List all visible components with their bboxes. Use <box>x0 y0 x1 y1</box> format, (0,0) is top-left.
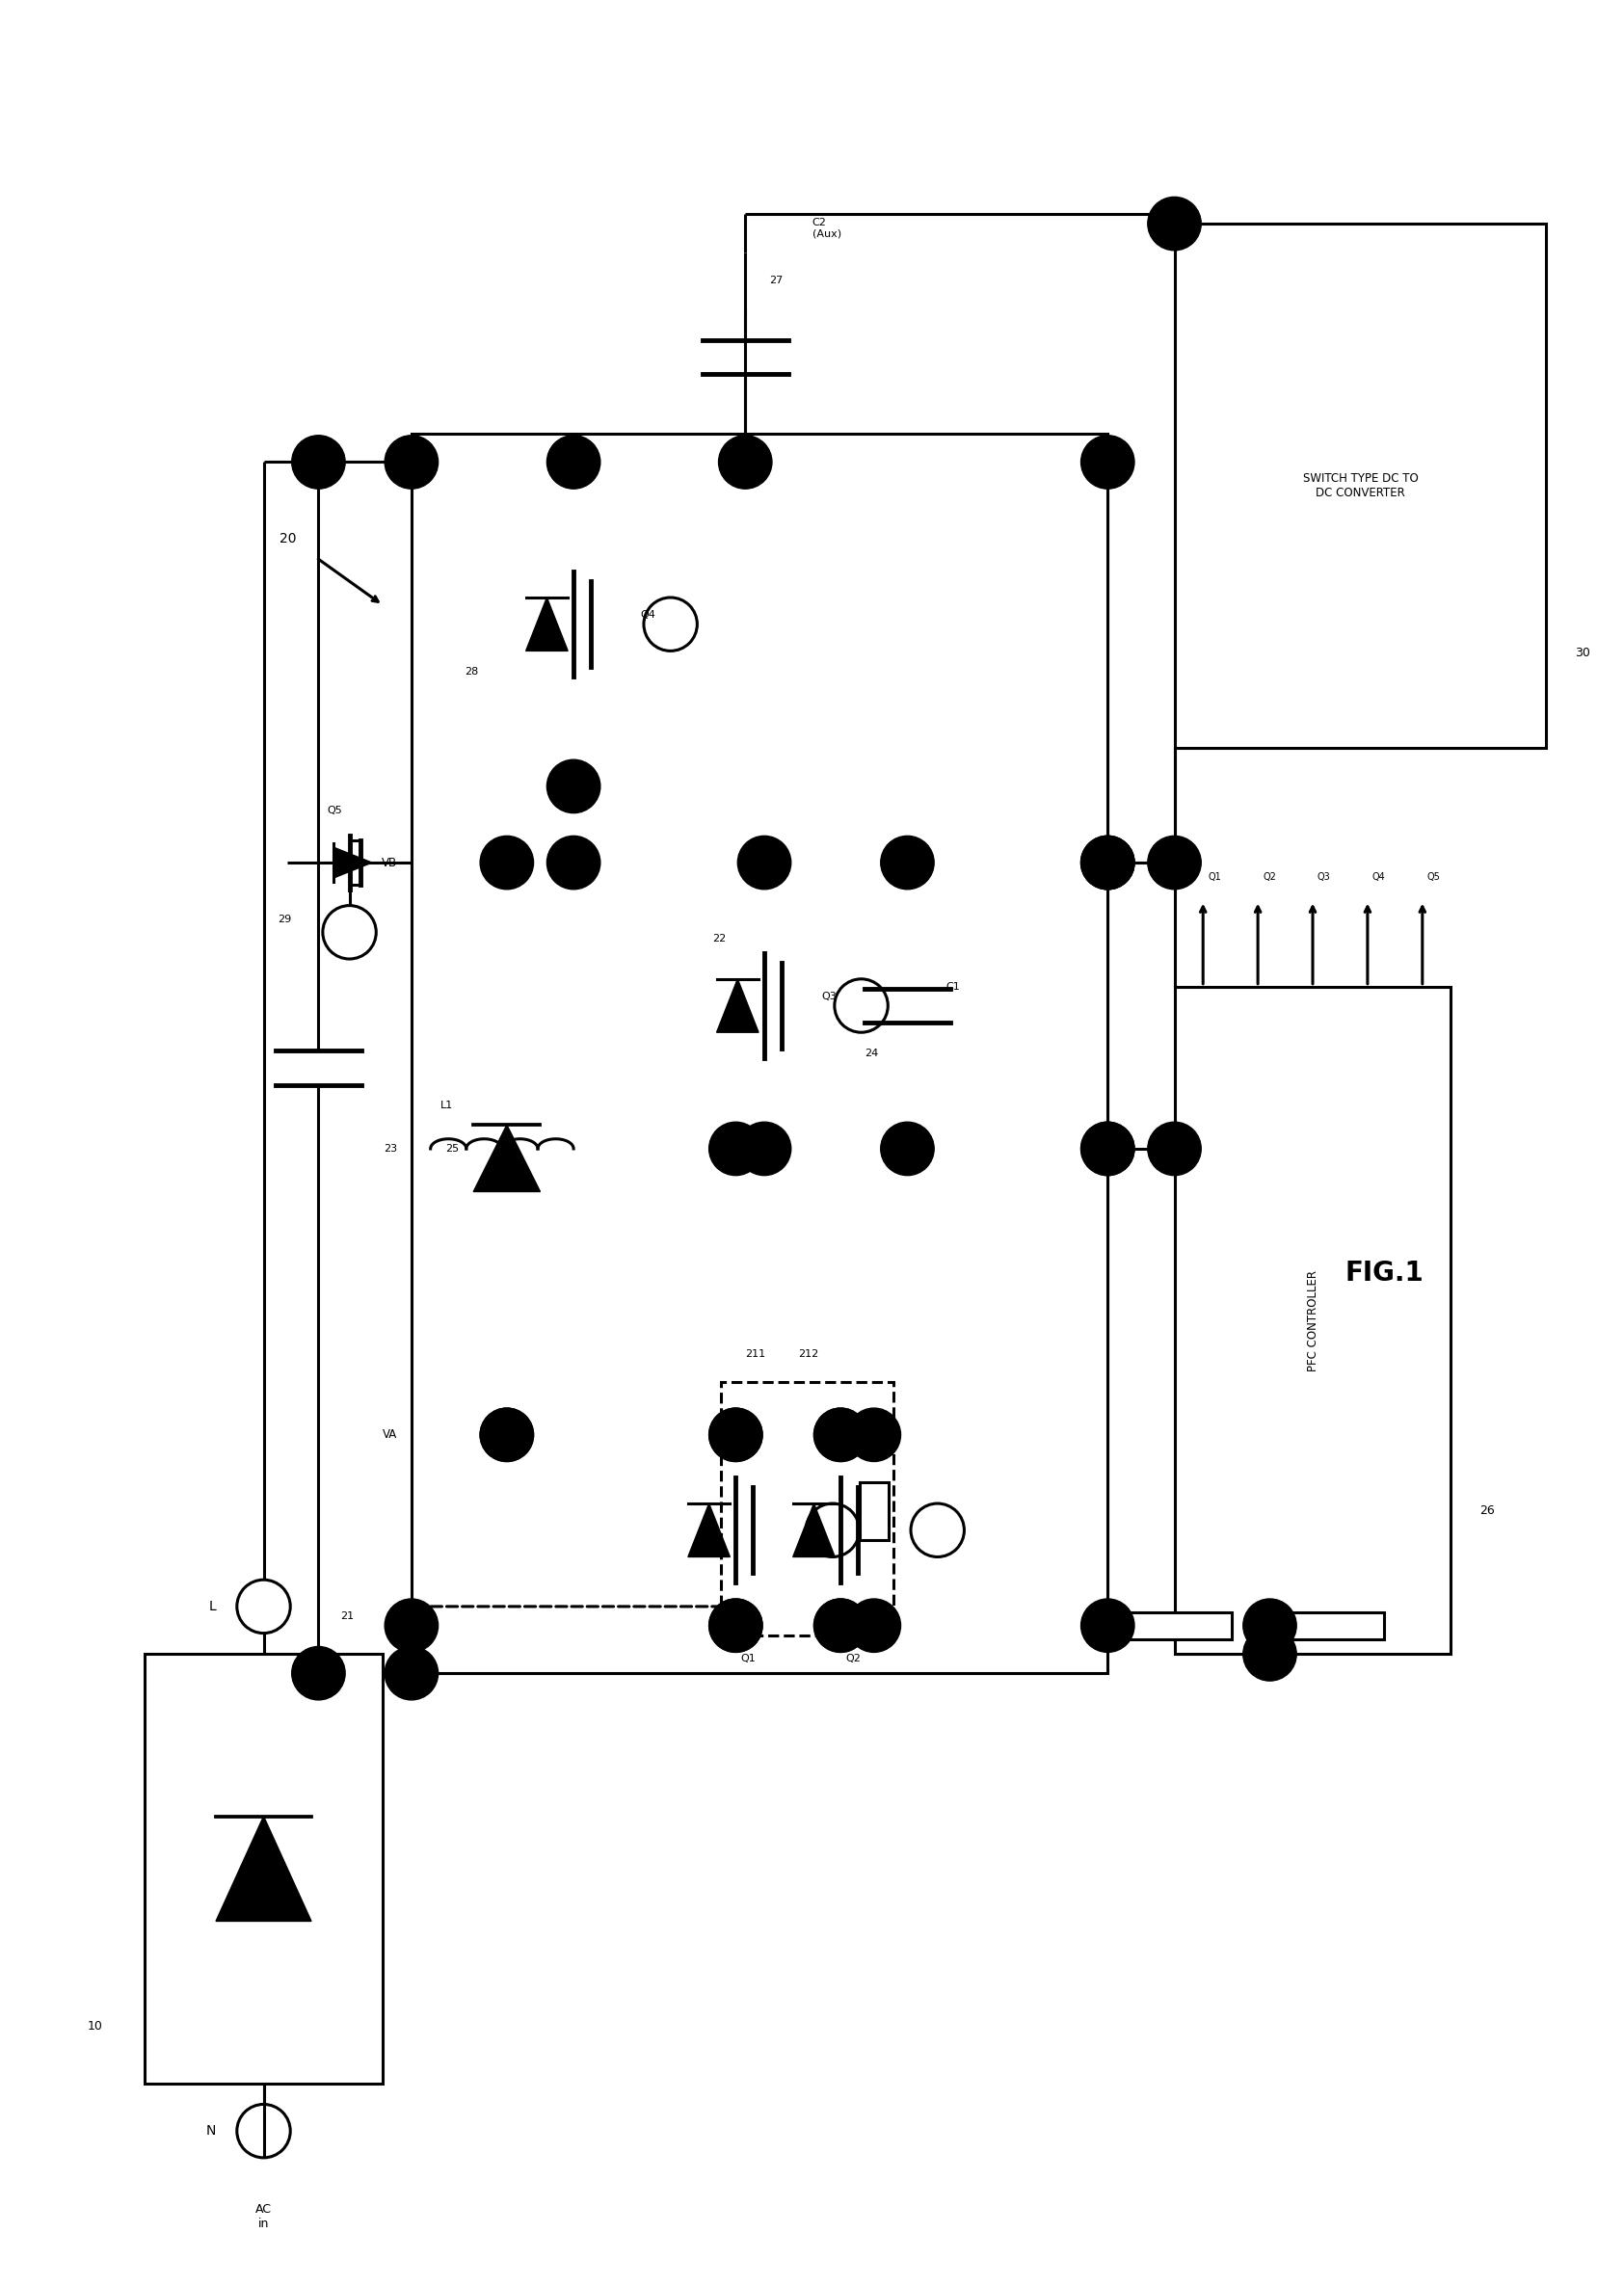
Text: Q4: Q4 <box>1372 871 1385 882</box>
Circle shape <box>1082 837 1134 889</box>
Bar <box>1270 1612 1384 1639</box>
Text: 27: 27 <box>770 277 783 286</box>
Text: PFC CONTROLLER: PFC CONTROLLER <box>1306 1269 1319 1372</box>
Circle shape <box>385 1598 438 1653</box>
Circle shape <box>710 1408 762 1461</box>
Text: N: N <box>206 2124 216 2137</box>
Circle shape <box>710 1122 762 1175</box>
Circle shape <box>481 1408 534 1461</box>
Text: Q3: Q3 <box>822 992 836 1001</box>
Polygon shape <box>793 1504 835 1557</box>
Circle shape <box>848 1408 901 1461</box>
Circle shape <box>385 1646 438 1701</box>
Circle shape <box>292 1646 346 1701</box>
Text: 28: 28 <box>464 668 477 677</box>
Text: 26: 26 <box>1479 1504 1494 1518</box>
Circle shape <box>1082 434 1134 489</box>
Text: L1: L1 <box>440 1102 453 1111</box>
Text: 22: 22 <box>713 935 726 944</box>
Circle shape <box>292 434 346 489</box>
Text: 30: 30 <box>1575 647 1590 658</box>
Circle shape <box>1242 1598 1296 1653</box>
Circle shape <box>1242 1628 1296 1680</box>
Circle shape <box>1148 1122 1202 1175</box>
Bar <box>411 434 1108 1673</box>
Circle shape <box>385 434 438 489</box>
Circle shape <box>547 434 601 489</box>
Circle shape <box>737 1122 791 1175</box>
Circle shape <box>1082 1122 1134 1175</box>
Text: Q5: Q5 <box>1427 871 1440 882</box>
Circle shape <box>814 1598 867 1653</box>
Circle shape <box>814 1408 867 1461</box>
Text: SWITCH TYPE DC TO
DC CONVERTER: SWITCH TYPE DC TO DC CONVERTER <box>1302 473 1418 498</box>
Text: Q4: Q4 <box>640 610 656 620</box>
Text: VA: VA <box>382 1429 398 1440</box>
Circle shape <box>547 837 601 889</box>
Circle shape <box>737 837 791 889</box>
Circle shape <box>1082 1598 1134 1653</box>
Text: 21: 21 <box>341 1612 354 1621</box>
Text: Q2: Q2 <box>1262 871 1276 882</box>
Circle shape <box>710 1598 762 1653</box>
Bar <box>1117 1612 1231 1639</box>
Text: Q1: Q1 <box>1208 871 1221 882</box>
Text: 10: 10 <box>88 2021 102 2032</box>
Bar <box>1174 224 1546 748</box>
Text: L: L <box>208 1600 216 1614</box>
Text: Q2: Q2 <box>846 1655 861 1664</box>
Text: FIG.1: FIG.1 <box>1345 1260 1424 1287</box>
Circle shape <box>880 1122 934 1175</box>
Text: Q3: Q3 <box>1317 871 1330 882</box>
Circle shape <box>814 1598 867 1653</box>
Text: 25: 25 <box>445 1143 460 1154</box>
Text: 24: 24 <box>866 1049 879 1058</box>
Circle shape <box>710 1408 762 1461</box>
Circle shape <box>547 759 601 814</box>
Text: Q1: Q1 <box>741 1655 755 1664</box>
Text: 211: 211 <box>745 1349 765 1358</box>
Circle shape <box>481 837 534 889</box>
Text: 212: 212 <box>797 1349 818 1358</box>
Text: VB: VB <box>382 857 398 869</box>
Circle shape <box>1082 837 1134 889</box>
Text: 20: 20 <box>279 533 296 544</box>
Circle shape <box>1148 197 1202 251</box>
Polygon shape <box>335 848 372 878</box>
Polygon shape <box>216 1817 312 1920</box>
Text: C1: C1 <box>945 981 960 992</box>
Bar <box>859 1484 888 1541</box>
Circle shape <box>1148 837 1202 889</box>
Circle shape <box>880 837 934 889</box>
Bar <box>145 1655 383 2083</box>
Text: C2
(Aux): C2 (Aux) <box>812 217 841 238</box>
Circle shape <box>710 1598 762 1653</box>
Bar <box>1174 988 1450 1655</box>
Circle shape <box>718 434 771 489</box>
Circle shape <box>481 1408 534 1461</box>
Text: AC
in: AC in <box>255 2204 271 2231</box>
Text: 23: 23 <box>383 1143 398 1154</box>
Text: 29: 29 <box>278 914 292 924</box>
Circle shape <box>1082 837 1134 889</box>
Polygon shape <box>474 1125 541 1191</box>
Circle shape <box>1082 1122 1134 1175</box>
Polygon shape <box>526 597 568 652</box>
Text: Q5: Q5 <box>328 805 343 816</box>
Bar <box>721 1383 893 1634</box>
Polygon shape <box>689 1504 729 1557</box>
Circle shape <box>814 1408 867 1461</box>
Polygon shape <box>716 978 758 1033</box>
Circle shape <box>848 1598 901 1653</box>
